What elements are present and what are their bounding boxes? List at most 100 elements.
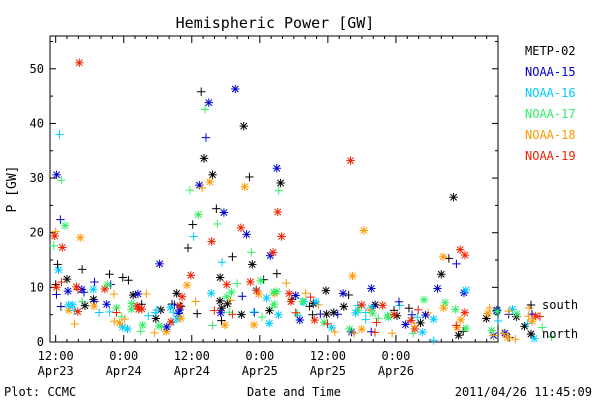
data-point: [433, 284, 442, 293]
legend-entry: NOAA-18: [525, 128, 576, 142]
data-point: [185, 185, 195, 195]
data-point: [120, 314, 129, 324]
data-point: [237, 310, 246, 319]
chart-title: Hemispheric Power [GW]: [176, 14, 375, 32]
data-point: [439, 303, 448, 313]
data-point: [437, 270, 446, 279]
data-point: [64, 300, 73, 310]
data-point: [528, 317, 537, 326]
legend-entry: NOAA-17: [525, 107, 576, 121]
data-point: [133, 289, 143, 299]
data-point: [57, 277, 66, 287]
data-point: [75, 58, 84, 67]
data-point: [257, 312, 267, 322]
data-point: [351, 308, 360, 317]
data-point: [194, 210, 203, 219]
data-point: [370, 328, 380, 337]
data-point: [338, 289, 348, 298]
data-point: [361, 315, 370, 324]
y-tick-label: 50: [30, 62, 44, 76]
legend-marker-label: south: [542, 298, 578, 312]
data-point: [489, 331, 498, 340]
data-point: [76, 233, 85, 242]
data-point: [183, 243, 193, 253]
data-points: [49, 58, 556, 345]
data-point: [291, 308, 300, 317]
data-point: [90, 277, 99, 287]
data-point: [52, 283, 61, 292]
data-point: [50, 231, 59, 241]
data-point: [524, 312, 533, 321]
data-point: [56, 215, 65, 224]
data-point: [418, 327, 427, 337]
data-point: [62, 274, 72, 284]
data-point: [374, 314, 383, 323]
data-point: [54, 265, 63, 275]
data-point: [177, 292, 187, 301]
data-point: [151, 314, 161, 323]
data-point: [118, 273, 127, 282]
data-point: [246, 277, 255, 287]
legend-entry: NOAA-16: [525, 86, 576, 100]
data-point: [410, 321, 420, 331]
data-point: [247, 248, 256, 257]
data-point: [286, 297, 296, 306]
legend-entry: METP-02: [525, 44, 576, 58]
data-point: [311, 297, 321, 306]
data-point: [132, 301, 142, 311]
data-point: [57, 176, 66, 185]
data-point: [322, 309, 331, 319]
data-point: [204, 98, 213, 107]
data-point: [494, 316, 503, 326]
data-point: [262, 293, 271, 303]
data-point: [454, 331, 463, 340]
data-point: [228, 310, 237, 319]
y-tick-label: 20: [30, 226, 44, 240]
data-point: [220, 320, 230, 330]
data-point: [429, 336, 438, 345]
data-point: [217, 258, 227, 267]
data-point: [538, 323, 547, 332]
data-point: [460, 250, 470, 260]
x-tick-label-time: 12:00: [174, 349, 210, 363]
data-point: [367, 327, 376, 337]
data-point: [89, 301, 99, 311]
data-point: [401, 320, 410, 329]
data-point: [346, 156, 355, 165]
data-point: [142, 289, 151, 299]
data-point: [192, 309, 202, 318]
data-point: [268, 302, 277, 312]
data-point: [284, 289, 294, 298]
data-point: [504, 306, 513, 316]
data-point: [150, 328, 159, 338]
data-point: [136, 327, 145, 336]
x-tick-label-time: 0:00: [109, 349, 138, 363]
data-point: [483, 309, 493, 318]
data-point: [242, 230, 251, 239]
data-point: [238, 292, 247, 301]
data-point: [461, 323, 471, 333]
data-point: [272, 269, 282, 278]
data-point: [231, 84, 240, 94]
y-tick-label: 40: [30, 116, 44, 130]
data-point: [207, 237, 216, 246]
data-point: [404, 303, 414, 313]
data-point: [298, 297, 307, 306]
data-point: [89, 285, 98, 294]
data-point: [378, 301, 387, 310]
data-point: [249, 320, 259, 330]
x-tick-label-date: Apr23: [38, 364, 74, 378]
data-point: [547, 332, 556, 342]
plot-timestamp: 2011/04/26 11:45:09: [455, 385, 592, 399]
data-point: [175, 301, 185, 310]
data-point: [109, 289, 119, 299]
data-point: [456, 315, 466, 325]
data-point: [256, 276, 265, 285]
data-point: [365, 305, 375, 315]
data-point: [213, 219, 222, 229]
data-point: [444, 254, 454, 263]
data-point: [323, 319, 332, 329]
data-point: [349, 329, 359, 338]
data-point: [207, 289, 216, 298]
x-axis-label: Date and Time: [247, 385, 341, 399]
